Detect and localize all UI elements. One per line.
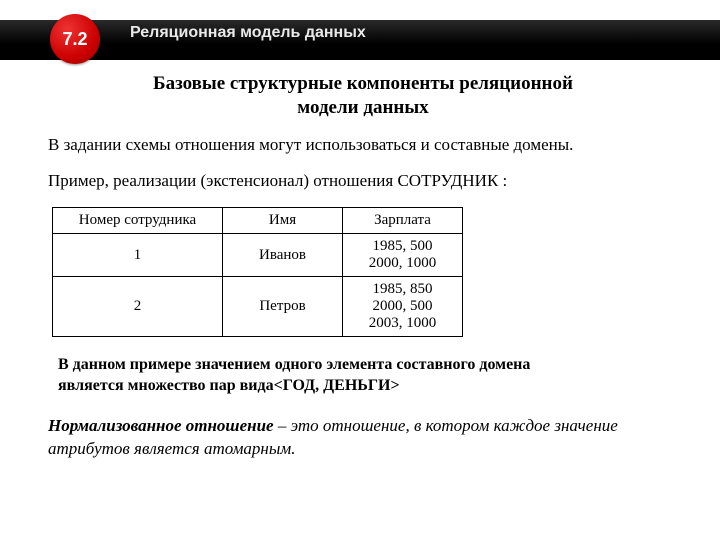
cell-name: Иванов bbox=[223, 234, 343, 277]
table-row: 1 Иванов 1985, 500 2000, 1000 bbox=[53, 234, 463, 277]
cell-id: 1 bbox=[53, 234, 223, 277]
definition: Нормализованное отношение – это отношени… bbox=[48, 415, 678, 461]
table-header-row: Номер сотрудника Имя Зарплата bbox=[53, 208, 463, 234]
employee-table: Номер сотрудника Имя Зарплата 1 Иванов 1… bbox=[52, 207, 463, 337]
definition-term: Нормализованное отношение bbox=[48, 416, 274, 435]
main-title-line2: модели данных bbox=[297, 97, 428, 118]
note: В данном примере значением одного элемен… bbox=[58, 355, 678, 397]
main-title: Базовые структурные компоненты реляционн… bbox=[48, 72, 678, 120]
salary-line: 2003, 1000 bbox=[343, 315, 462, 332]
salary-line: 2000, 1000 bbox=[343, 255, 462, 272]
note-line1: В данном примере значением одного элемен… bbox=[58, 356, 530, 373]
col-header-id: Номер сотрудника bbox=[53, 208, 223, 234]
note-line2: является множество пар вида<ГОД, ДЕНЬГИ> bbox=[58, 377, 400, 394]
slide-content: Базовые структурные компоненты реляционн… bbox=[48, 72, 678, 461]
salary-line: 2000, 500 bbox=[343, 298, 462, 315]
paragraph-1: В задании схемы отношения могут использо… bbox=[48, 134, 678, 157]
cell-salary: 1985, 500 2000, 1000 bbox=[343, 234, 463, 277]
section-badge: 7.2 bbox=[50, 14, 100, 64]
col-header-name: Имя bbox=[223, 208, 343, 234]
paragraph-2: Пример, реализации (экстенсионал) отноше… bbox=[48, 170, 678, 193]
salary-line: 1985, 500 bbox=[343, 238, 462, 255]
header-title: Реляционная модель данных bbox=[130, 24, 366, 42]
main-title-line1: Базовые структурные компоненты реляционн… bbox=[153, 73, 573, 94]
cell-id: 2 bbox=[53, 277, 223, 337]
col-header-salary: Зарплата bbox=[343, 208, 463, 234]
salary-line: 1985, 850 bbox=[343, 281, 462, 298]
cell-name: Петров bbox=[223, 277, 343, 337]
cell-salary: 1985, 850 2000, 500 2003, 1000 bbox=[343, 277, 463, 337]
table-row: 2 Петров 1985, 850 2000, 500 2003, 1000 bbox=[53, 277, 463, 337]
section-number: 7.2 bbox=[62, 29, 87, 50]
